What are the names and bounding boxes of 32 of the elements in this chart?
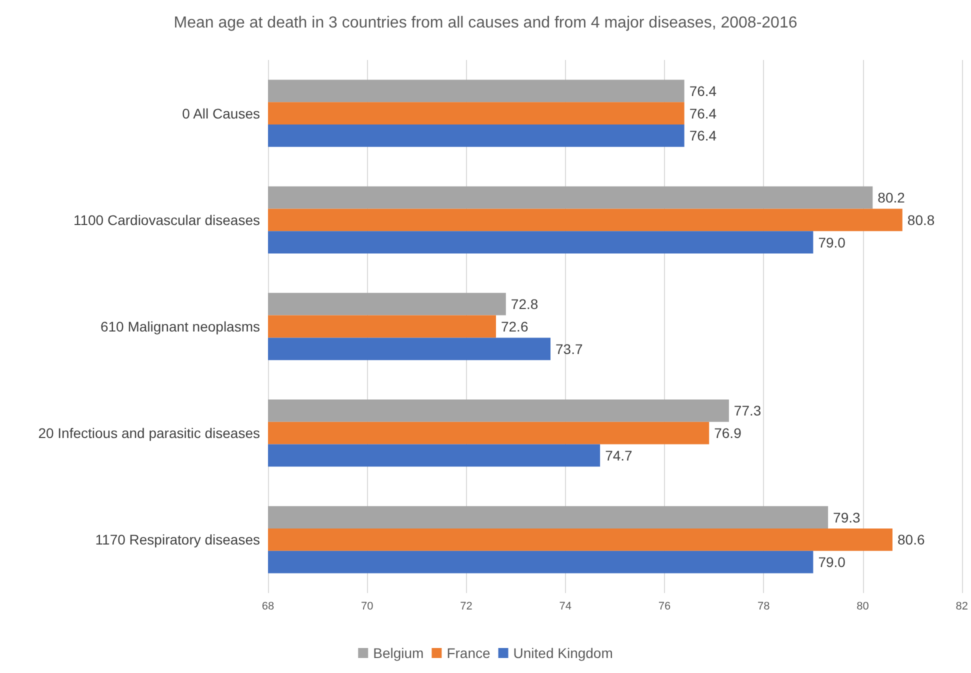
x-tick-label: 78 xyxy=(758,600,770,612)
chart-title: Mean age at death in 3 countries from all causes and from 4 major diseases, 2008-2016 xyxy=(174,14,798,32)
data-label: 80.2 xyxy=(878,190,906,206)
data-label: 77.3 xyxy=(734,402,762,419)
data-label: 74.7 xyxy=(605,447,633,464)
x-tick-label: 70 xyxy=(361,600,374,612)
data-label: 72.8 xyxy=(510,296,538,312)
legend-label: France xyxy=(446,645,490,661)
data-label: 73.7 xyxy=(556,340,583,357)
data-label: 72.6 xyxy=(500,318,528,334)
x-tick-label: 68 xyxy=(262,600,274,612)
y-tick-label: 20 Infectious and parasitic diseases xyxy=(38,425,260,442)
x-tick-label: 72 xyxy=(460,600,472,612)
data-label: 80.6 xyxy=(897,532,925,548)
x-tick-label: 74 xyxy=(559,600,572,612)
data-label: 76.9 xyxy=(714,425,742,442)
x-tick-label: 80 xyxy=(856,600,869,612)
y-tick-label: 1100 Cardiovascular diseases xyxy=(73,212,260,228)
legend-label: United Kingdom xyxy=(513,645,613,661)
x-tick-label: 82 xyxy=(956,600,968,612)
data-label: 76.4 xyxy=(689,105,717,122)
y-tick-label: 610 Malignant neoplasms xyxy=(100,318,260,334)
data-label: 80.8 xyxy=(907,212,935,228)
data-label: 79.0 xyxy=(818,234,846,250)
data-label: 79.3 xyxy=(833,509,861,526)
data-label: 76.4 xyxy=(689,82,717,99)
data-label: 79.0 xyxy=(818,554,846,570)
x-tick-label: 76 xyxy=(658,600,671,612)
y-tick-label: 1170 Respiratory diseases xyxy=(95,532,260,548)
data-label: 76.4 xyxy=(689,128,717,144)
legend-label: Belgium xyxy=(373,645,424,661)
y-tick-label: 0 All Causes xyxy=(182,105,260,122)
